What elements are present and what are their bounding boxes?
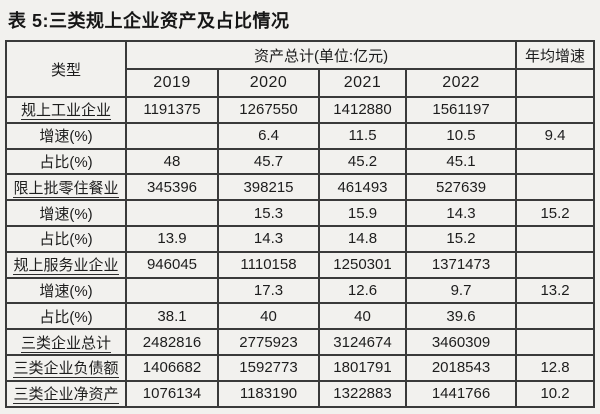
value-cell: 40 [217,302,320,331]
avg-growth-cell [515,224,596,253]
table-row: 占比(%) 48 45.7 45.2 45.1 [5,147,596,176]
table-header: 类型 资产总计(单位:亿元) 年均增速 2019 2020 2021 2022 [5,40,596,98]
table-row: 增速(%) 15.3 15.9 14.3 15.2 [5,199,596,227]
assets-table: 类型 资产总计(单位:亿元) 年均增速 2019 2020 2021 2022 … [5,40,596,408]
value-cell: 14.3 [404,199,518,227]
value-cell: 461493 [318,173,407,202]
row-label: 三类企业负债额 [5,353,127,382]
header-year-2020: 2020 [217,68,320,98]
row-label: 三类企业净资产 [5,379,127,408]
value-cell: 3124674 [318,328,407,356]
value-cell: 45.1 [404,147,518,176]
avg-growth-cell: 10.2 [515,379,596,408]
row-label: 增速(%) [5,276,127,305]
value-cell: 10.5 [404,121,518,150]
table-row: 规上工业企业 1191375 1267550 1412880 1561197 [5,96,596,124]
value-cell [125,199,219,227]
value-cell: 13.9 [125,224,219,253]
table-row: 三类企业负债额 1406682 1592773 1801791 2018543 12.8 [5,353,596,382]
avg-growth-cell: 9.4 [515,121,596,150]
value-cell: 2018543 [404,353,518,382]
row-label: 占比(%) [5,302,127,331]
table-row: 占比(%) 13.9 14.3 14.8 15.2 [5,224,596,253]
value-cell: 1441766 [404,379,518,408]
value-cell: 1076134 [125,379,219,408]
value-cell: 3460309 [404,328,518,356]
value-cell: 1322883 [318,379,407,408]
row-label: 增速(%) [5,121,127,150]
value-cell: 48 [125,147,219,176]
avg-growth-cell [515,302,596,331]
row-label: 占比(%) [5,224,127,253]
value-cell: 527639 [404,173,518,202]
avg-growth-cell [515,96,596,124]
value-cell: 11.5 [318,121,407,150]
avg-growth-cell [515,173,596,202]
value-cell: 40 [318,302,407,331]
value-cell: 1267550 [217,96,320,124]
value-cell: 1412880 [318,96,407,124]
row-label: 规上工业企业 [5,96,127,124]
avg-growth-cell [515,328,596,356]
header-assets-group: 资产总计(单位:亿元) [124,40,518,70]
value-cell: 345396 [125,173,219,202]
value-cell [125,276,219,305]
avg-growth-cell: 13.2 [515,276,596,305]
value-cell: 2482816 [125,328,219,356]
header-year-2022: 2022 [404,68,518,98]
value-cell: 45.2 [318,147,407,176]
avg-growth-cell [515,250,596,279]
value-cell: 12.6 [318,276,407,305]
value-cell: 17.3 [217,276,320,305]
value-cell: 1110158 [217,250,320,279]
value-cell: 45.7 [217,147,320,176]
row-label: 三类企业总计 [5,328,127,356]
header-row-years: 2019 2020 2021 2022 [6,68,596,98]
value-cell: 14.8 [318,224,407,253]
value-cell: 946045 [125,250,219,279]
header-year-2019: 2019 [125,68,219,98]
header-type: 类型 [5,40,127,98]
table-row: 规上服务业企业 946045 1110158 1250301 1371473 [5,250,596,279]
avg-growth-cell: 15.2 [515,199,596,227]
table-body: 规上工业企业 1191375 1267550 1412880 1561197 增速(%) 6… [5,96,596,408]
avg-growth-cell: 12.8 [515,353,596,382]
value-cell: 1592773 [217,353,320,382]
row-label: 限上批零住餐业 [5,173,127,202]
table-row: 占比(%) 38.1 40 40 39.6 [5,302,596,331]
row-label: 增速(%) [5,199,127,227]
value-cell: 1801791 [318,353,407,382]
value-cell: 39.6 [404,302,518,331]
value-cell: 15.2 [404,224,518,253]
value-cell: 1406682 [125,353,219,382]
value-cell [125,121,219,150]
value-cell: 1250301 [318,250,407,279]
header-row-groups: 类型 资产总计(单位:亿元) 年均增速 [5,40,596,98]
table-row: 三类企业净资产 1076134 1183190 1322883 1441766 10.2 [5,379,596,408]
page-title: 表 5:三类规上企业资产及占比情况 [8,11,290,31]
value-cell: 2775923 [217,328,320,356]
value-cell: 398215 [217,173,320,202]
value-cell: 15.9 [318,199,407,227]
table-row: 限上批零住餐业 345396 398215 461493 527639 [5,173,596,202]
header-avg-growth-empty-cell [515,68,596,98]
value-cell: 1371473 [404,250,518,279]
table-row: 三类企业总计 2482816 2775923 3124674 3460309 [5,328,596,356]
avg-growth-cell [515,147,596,176]
value-cell: 1183190 [217,379,320,408]
value-cell: 1561197 [404,96,518,124]
table-row: 增速(%) 17.3 12.6 9.7 13.2 [5,276,596,305]
value-cell: 15.3 [217,199,320,227]
value-cell: 1191375 [125,96,219,124]
table-row: 增速(%) 6.4 11.5 10.5 9.4 [5,121,596,150]
value-cell: 6.4 [217,121,320,150]
value-cell: 38.1 [125,302,219,331]
row-label: 规上服务业企业 [5,250,127,279]
value-cell: 9.7 [404,276,518,305]
header-year-2021: 2021 [318,68,407,98]
header-avg-growth: 年均增速 [515,40,596,70]
row-label: 占比(%) [5,147,127,176]
value-cell: 14.3 [217,224,320,253]
